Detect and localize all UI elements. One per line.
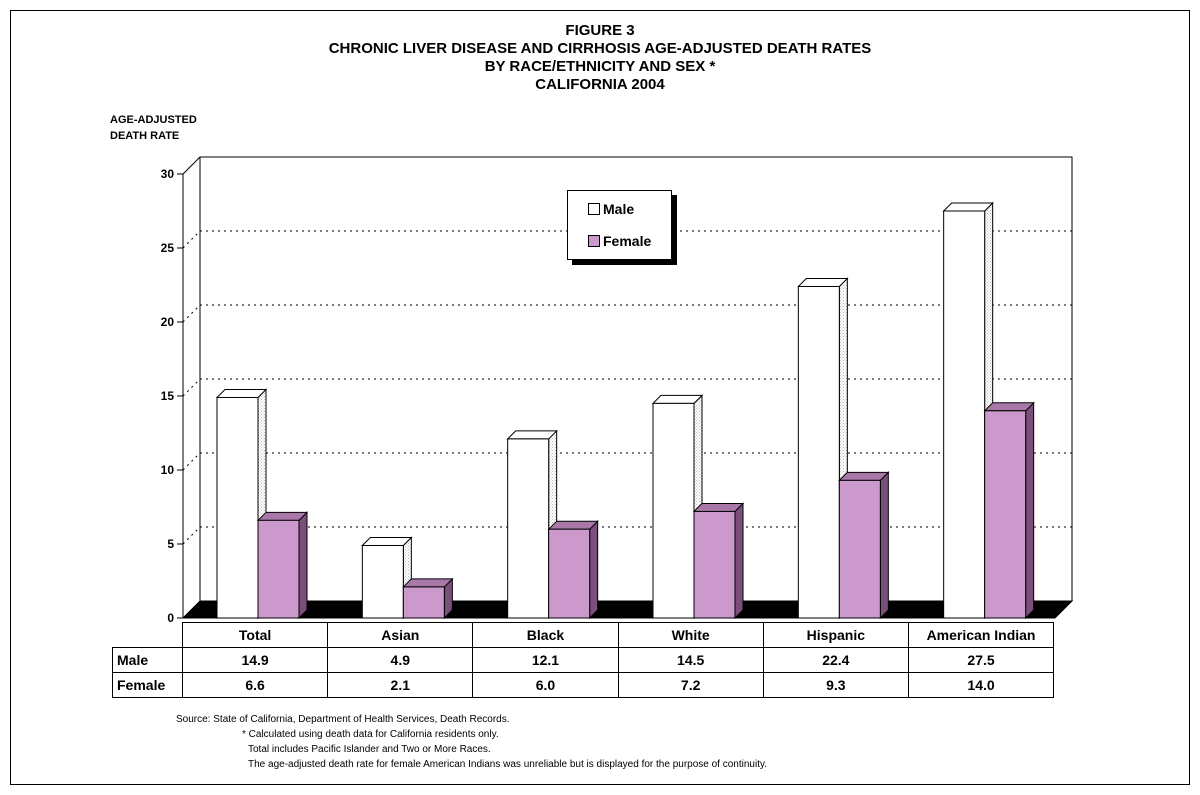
legend-swatch-female [588, 235, 600, 247]
gridline-side [182, 304, 201, 323]
bar-male [652, 402, 695, 619]
table-row-label: Male [112, 647, 183, 673]
bar-male [797, 285, 840, 619]
table-cell: 14.0 [907, 672, 1055, 698]
plot-floor [181, 600, 1074, 619]
bar-female [693, 510, 736, 619]
bar-male [943, 210, 986, 619]
figure-title: FIGURE 3 CHRONIC LIVER DISEASE AND CIRRH… [0, 22, 1200, 94]
bar-top-female [547, 520, 599, 530]
bar-side-female [589, 519, 599, 620]
y-axis-label-line-1: AGE-ADJUSTED [110, 114, 197, 126]
table-cell: 27.5 [907, 647, 1055, 673]
legend-swatch-male [588, 203, 600, 215]
source-line-4: The age-adjusted death rate for female A… [248, 759, 768, 770]
table-cell: 12.1 [472, 647, 619, 673]
table-cell: 6.0 [472, 672, 619, 698]
table-row-female: Female 6.6 2.1 6.0 7.2 9.3 14.0 [112, 672, 1055, 698]
table-cell: 22.4 [762, 647, 909, 673]
table-header-row: Total Asian Black White Hispanic America… [112, 622, 1055, 648]
legend-label-male: Male [603, 201, 635, 217]
table-header-cell: Black [472, 622, 619, 648]
table-cell: 4.9 [327, 647, 474, 673]
bar-top-female [838, 471, 890, 481]
bar-male [216, 396, 259, 619]
table-cell: 6.6 [181, 672, 329, 698]
y-axis-label-line-2: DEATH RATE [110, 130, 180, 142]
gridline-side [182, 452, 201, 471]
bar-side-female [734, 502, 744, 620]
bar-female [548, 528, 591, 619]
bar-top-female [692, 502, 745, 512]
legend-label-female: Female [603, 233, 652, 249]
y-tick-label: 25 [161, 241, 175, 255]
bar-top-male [797, 277, 849, 287]
table-corner [112, 622, 183, 648]
bar-male [507, 438, 550, 619]
bar-top-male [942, 202, 994, 212]
gridline-side [182, 230, 201, 249]
title-line-1: FIGURE 3 [565, 22, 635, 39]
bar-female [984, 410, 1027, 619]
bar-top-female [402, 578, 454, 588]
table-header-cell: Asian [327, 622, 474, 648]
bar-female [402, 586, 445, 619]
title-line-2: CHRONIC LIVER DISEASE AND CIRRHOSIS AGE-… [328, 40, 872, 57]
y-tick-label: 30 [161, 167, 175, 181]
table-header-cell: White [617, 622, 764, 648]
title-line-3: BY RACE/ETHNICITY AND SEX * [484, 58, 716, 75]
y-tick-label: 15 [161, 389, 175, 403]
bar-top-male [651, 394, 704, 404]
bar-side-female [1025, 401, 1035, 620]
table-header-cell: Hispanic [762, 622, 909, 648]
source-line-2: * Calculated using death data for Califo… [242, 729, 499, 740]
table-cell: 9.3 [762, 672, 909, 698]
table-row-male: Male 14.9 4.9 12.1 14.5 22.4 27.5 [112, 647, 1055, 673]
table-cell: 7.2 [617, 672, 764, 698]
bar-top-female [256, 511, 309, 521]
source-notes: Source: State of California, Department … [176, 712, 767, 772]
y-tick-label: 0 [167, 611, 174, 625]
bar-female [838, 479, 881, 619]
bar-top-male [215, 388, 268, 398]
source-line-3: Total includes Pacific Islander and Two … [248, 744, 491, 755]
y-tick-label: 5 [167, 537, 174, 551]
bar-female [257, 519, 300, 619]
table-header-cell: Total [181, 622, 329, 648]
bar-top-female [983, 402, 1035, 412]
legend-item-male: Male [588, 201, 634, 217]
table-row-label: Female [112, 672, 183, 698]
y-axis-label: AGE-ADJUSTED DEATH RATE [110, 112, 197, 144]
source-line-1: Source: State of California, Department … [176, 714, 510, 725]
bar-side-female [298, 511, 308, 620]
y-tick-label: 20 [161, 315, 175, 329]
legend-item-female: Female [588, 233, 651, 249]
table-cell: 14.9 [181, 647, 329, 673]
title-line-4: CALIFORNIA 2004 [535, 76, 665, 93]
figure-frame [10, 10, 1190, 785]
bar-male [361, 544, 404, 619]
table-header-cell: American Indian [907, 622, 1055, 648]
bar-top-male [361, 536, 413, 546]
legend: Male Female [567, 190, 672, 260]
y-tick-label: 10 [161, 463, 175, 477]
gridline-side [182, 378, 201, 397]
table-cell: 14.5 [617, 647, 764, 673]
gridline-side [182, 526, 201, 545]
bar-side-female [879, 471, 889, 620]
table-cell: 2.1 [327, 672, 474, 698]
bar-top-male [506, 430, 558, 440]
data-table: Total Asian Black White Hispanic America… [112, 622, 1055, 698]
